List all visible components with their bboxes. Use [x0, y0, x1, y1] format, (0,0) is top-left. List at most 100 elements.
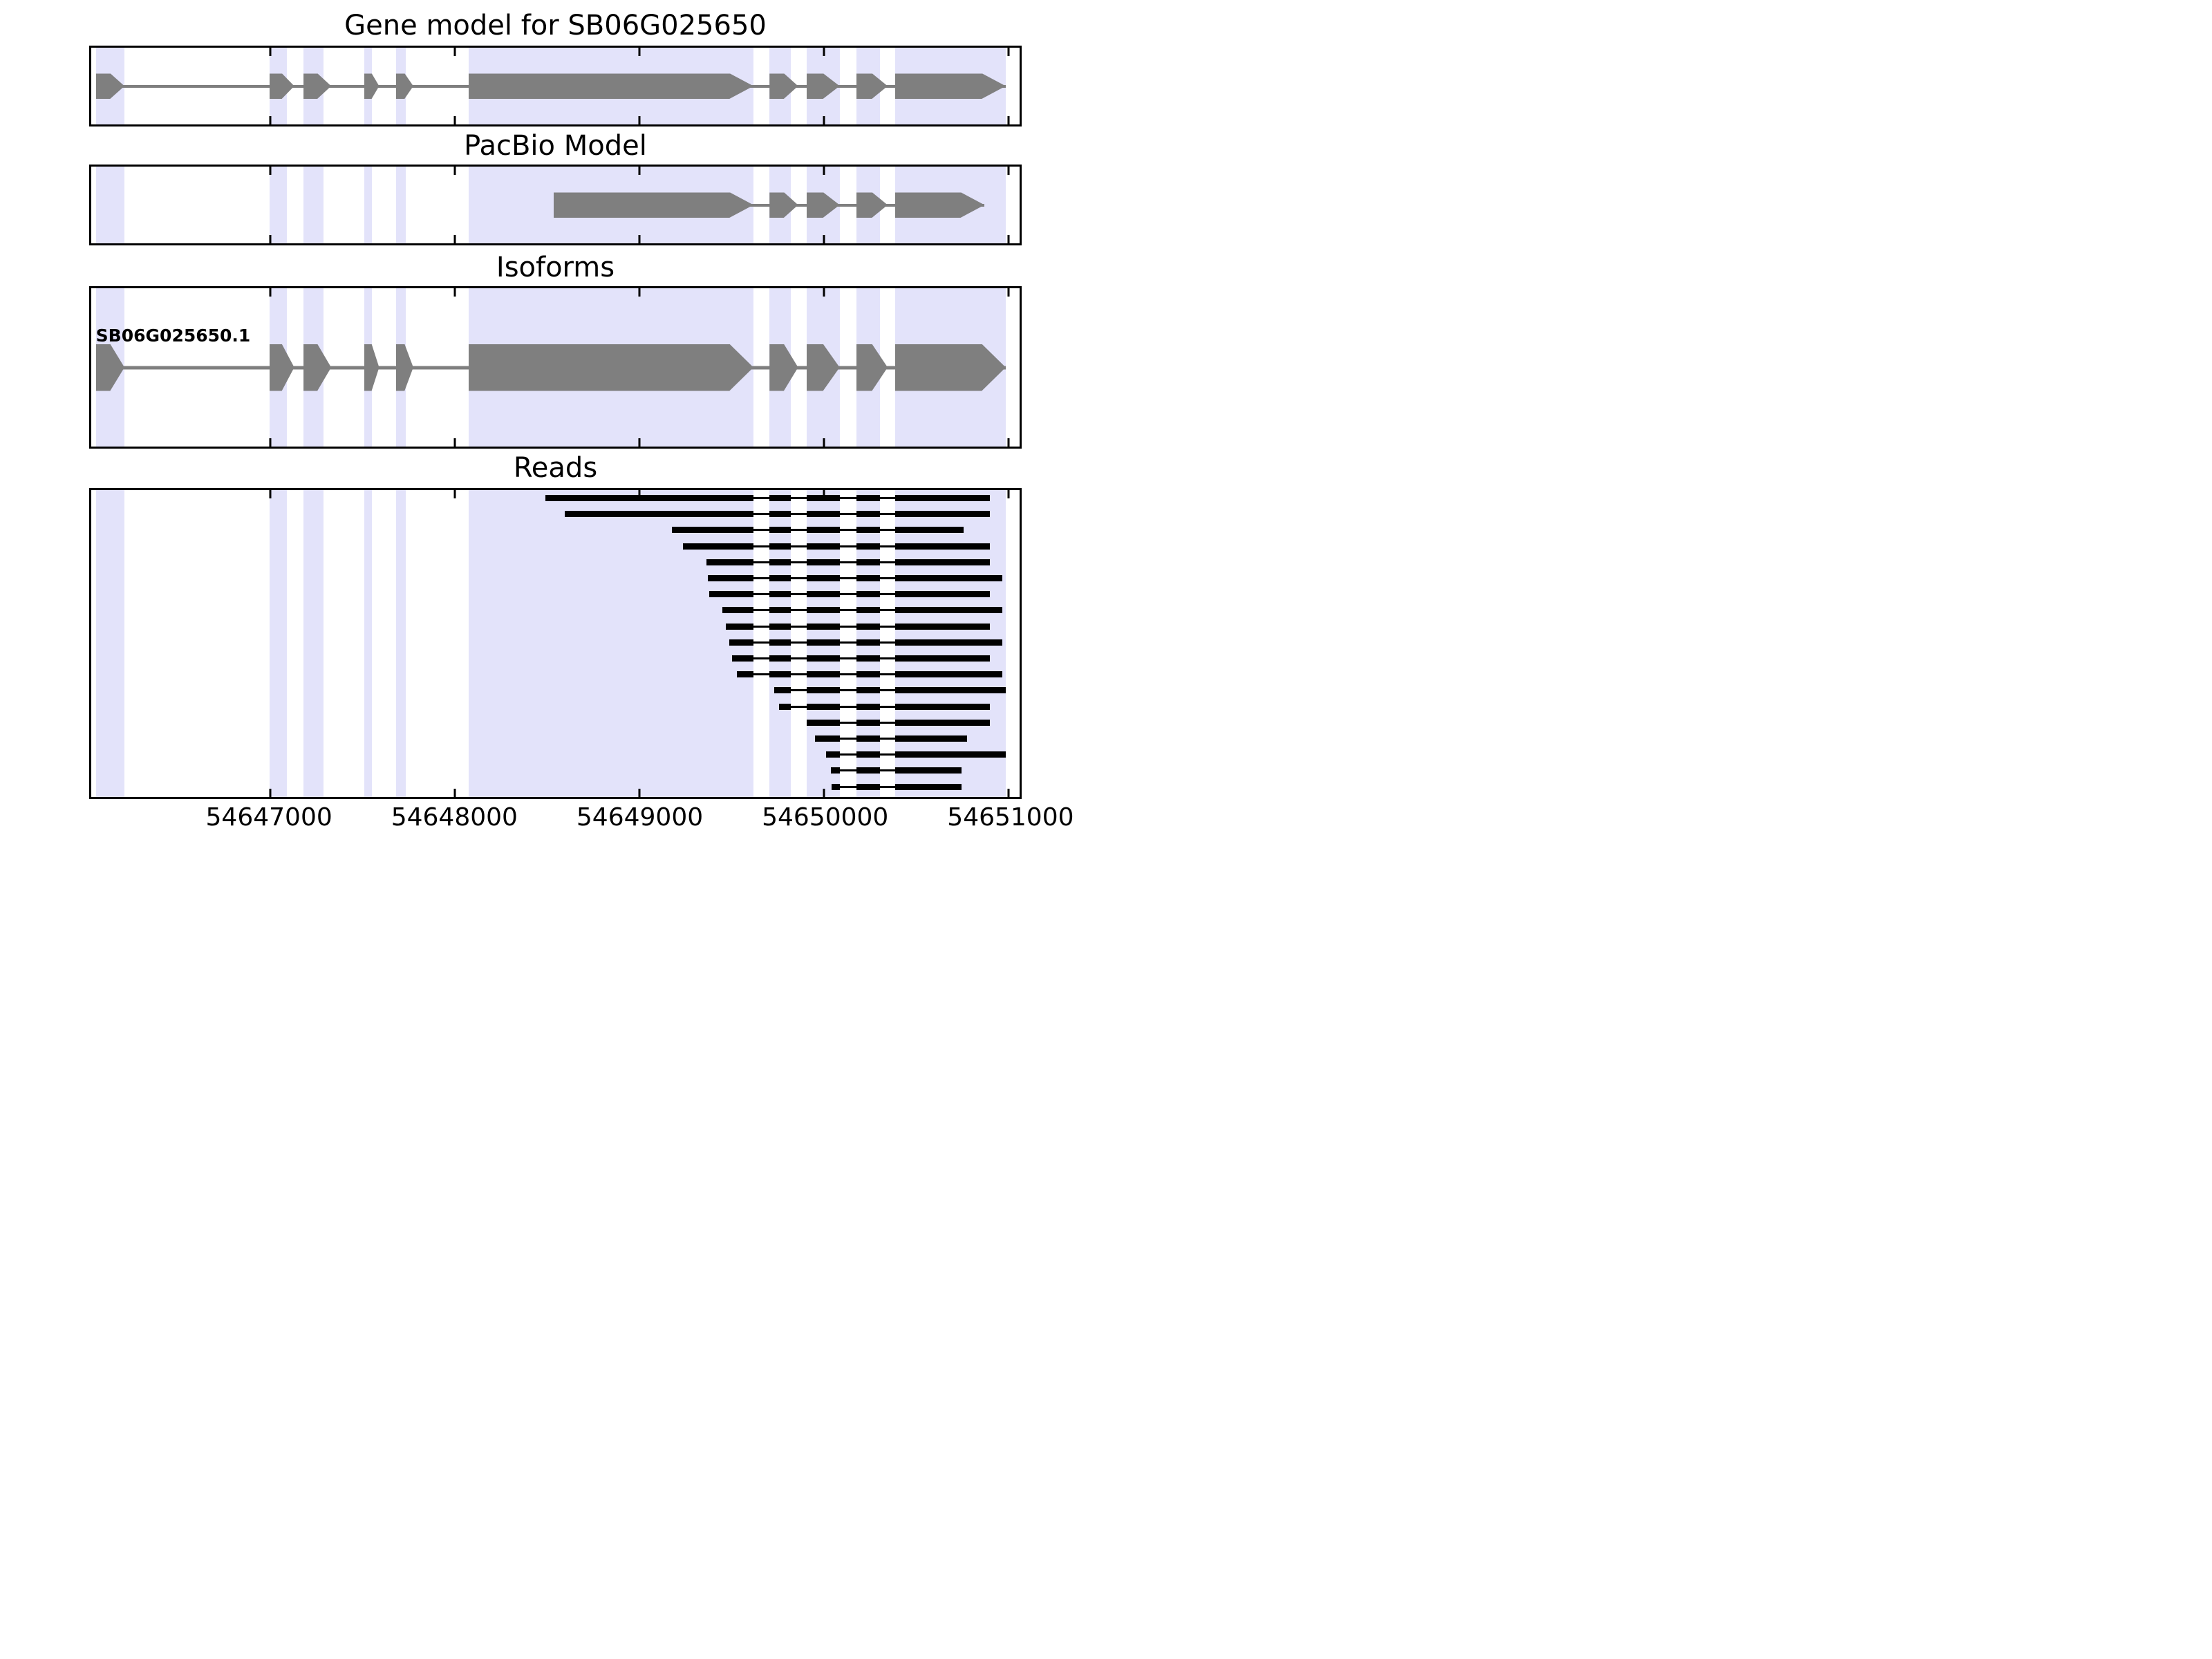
read-segment: [832, 783, 840, 790]
read-segment: [769, 671, 791, 678]
read-intron-line: [790, 609, 807, 612]
read-segment: [769, 607, 791, 614]
read-segment: [806, 687, 840, 694]
x-tick-mark: [269, 288, 272, 297]
x-tick-mark: [453, 167, 456, 175]
read-intron-line: [880, 625, 895, 628]
read-intron-line: [839, 513, 856, 516]
x-tick-label: 54651000: [947, 803, 1074, 830]
read-intron-line: [880, 561, 895, 563]
exon-arrow: [894, 344, 1006, 391]
exon-arrow: [856, 73, 888, 99]
x-tick-mark: [638, 288, 641, 297]
panel-title-reads: Reads: [513, 452, 598, 484]
x-tick-mark: [453, 116, 456, 124]
read-segment: [894, 559, 991, 565]
exon-highlight-band: [95, 167, 125, 243]
read-intron-line: [880, 641, 895, 644]
x-tick-mark: [823, 789, 825, 797]
read-segment: [894, 623, 991, 630]
read-intron-line: [839, 785, 856, 788]
intron-line: [553, 203, 985, 207]
x-tick-mark: [269, 167, 272, 175]
panel-gene-model: [89, 46, 1022, 126]
x-tick-label: 54648000: [391, 803, 518, 830]
read-intron-line: [880, 721, 895, 724]
read-intron-line: [790, 673, 807, 676]
read-intron-line: [790, 545, 807, 547]
read-intron-line: [790, 513, 807, 516]
read-intron-line: [790, 497, 807, 499]
x-tick-mark: [269, 48, 272, 56]
read-segment: [856, 735, 881, 742]
read-intron-line: [790, 657, 807, 659]
x-tick-mark: [1007, 438, 1010, 447]
x-tick-mark: [453, 235, 456, 243]
exon-highlight-band: [269, 167, 287, 243]
read-segment: [769, 543, 791, 550]
x-tick-mark: [638, 490, 641, 498]
read-intron-line: [790, 641, 807, 644]
exon-arrow: [303, 73, 332, 99]
read-segment: [856, 527, 881, 534]
read-intron-line: [790, 705, 807, 708]
exon-highlight-band: [303, 167, 324, 243]
read-intron-line: [753, 577, 770, 579]
read-segment: [769, 623, 791, 630]
read-intron-line: [880, 593, 895, 596]
x-tick-mark: [269, 490, 272, 498]
x-tick-mark: [638, 48, 641, 56]
read-segment: [806, 527, 840, 534]
read-segment: [806, 623, 840, 630]
read-segment: [806, 495, 840, 501]
panel-reads: [89, 488, 1022, 799]
read-intron-line: [839, 545, 856, 547]
read-segment: [769, 527, 791, 534]
panel-pacbio: [89, 165, 1022, 245]
read-segment: [856, 719, 881, 726]
read-intron-line: [880, 689, 895, 692]
exon-arrow: [364, 344, 379, 391]
exon-arrow: [395, 73, 413, 99]
read-segment: [709, 591, 753, 598]
read-intron-line: [790, 689, 807, 692]
read-intron-line: [753, 545, 770, 547]
read-intron-line: [839, 705, 856, 708]
read-segment: [856, 559, 881, 565]
read-segment: [769, 495, 791, 501]
read-intron-line: [839, 673, 856, 676]
read-segment: [806, 575, 840, 581]
read-segment: [729, 639, 753, 646]
exon-arrow: [894, 73, 1006, 99]
read-segment: [894, 511, 991, 518]
read-intron-line: [839, 593, 856, 596]
read-segment: [894, 527, 964, 534]
read-segment: [894, 703, 991, 710]
read-intron-line: [839, 609, 856, 612]
isoform-label: SB06G025650.1: [95, 325, 251, 346]
x-tick-mark: [823, 235, 825, 243]
read-segment: [769, 591, 791, 598]
exon-highlight-band: [364, 490, 372, 797]
read-segment: [806, 671, 840, 678]
read-intron-line: [839, 497, 856, 499]
read-intron-line: [839, 641, 856, 644]
x-tick-mark: [269, 789, 272, 797]
read-segment: [545, 495, 753, 501]
x-tick-mark: [823, 116, 825, 124]
figure: Gene model for SB06G025650 PacBio Model …: [0, 0, 1106, 830]
read-intron-line: [753, 593, 770, 596]
exon-arrow: [856, 344, 888, 391]
read-segment: [894, 719, 991, 726]
x-tick-mark: [1007, 167, 1010, 175]
x-axis-labels: 54647000 54648000 54649000 54650000 54651000: [0, 803, 1106, 830]
read-segment: [856, 783, 881, 790]
read-intron-line: [839, 721, 856, 724]
x-tick-label: 54650000: [762, 803, 889, 830]
x-tick-mark: [638, 235, 641, 243]
read-segment: [814, 735, 840, 742]
read-intron-line: [880, 577, 895, 579]
exon-highlight-band: [303, 490, 324, 797]
read-segment: [856, 607, 881, 614]
read-segment: [806, 703, 840, 710]
